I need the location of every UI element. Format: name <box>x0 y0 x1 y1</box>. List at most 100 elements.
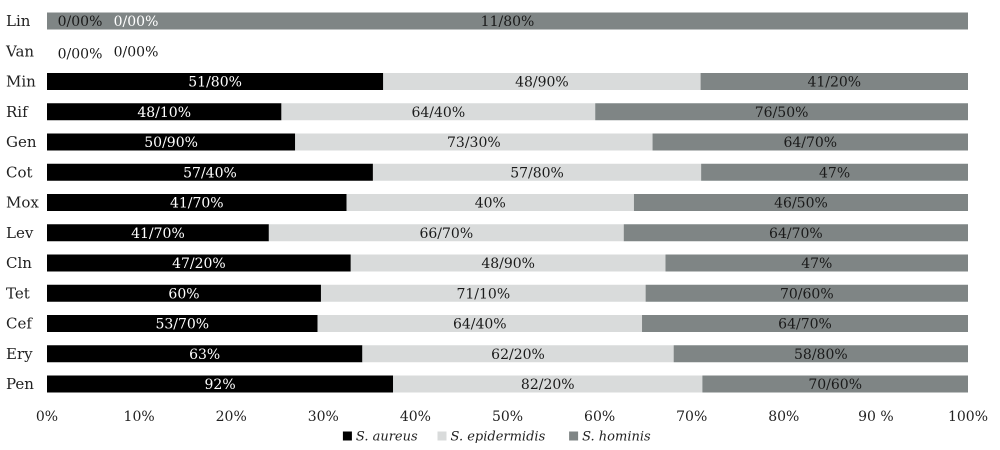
legend-label-s-aureus: S. aureus <box>356 430 418 445</box>
data-label-lev-s-aureus: 41/70% <box>131 226 185 242</box>
data-label-gen-s-aureus: 50/90% <box>144 135 198 151</box>
category-label-van: Van <box>5 42 34 60</box>
data-label-lev-s-hominis: 64/70% <box>769 226 823 242</box>
data-label-cef-s-aureus: 53/70% <box>155 317 209 333</box>
category-label-rif: Rif <box>6 103 29 121</box>
bar-lev-s-hominis <box>623 224 968 242</box>
data-label-rif-s-epidermidis: 64/40% <box>411 105 465 121</box>
bar-tet-s-hominis <box>645 284 968 302</box>
data-label-ery-s-aureus: 63% <box>189 347 220 363</box>
bar-min-s-aureus <box>47 73 384 90</box>
legend: S. aureus S. epidermidis S. hominis <box>342 430 651 445</box>
category-label-min: Min <box>6 73 36 91</box>
bar-mox-s-epidermidis <box>346 194 634 211</box>
legend-swatch-s-hominis <box>569 431 579 441</box>
data-label-mox-s-aureus: 41/70% <box>170 196 224 212</box>
bar-cef-s-aureus <box>47 315 318 332</box>
bar-cef-s-epidermidis <box>317 315 643 332</box>
data-label-cln-s-epidermidis: 48/90% <box>481 256 535 272</box>
bar-rif-s-hominis <box>595 103 968 121</box>
bar-cln-s-epidermidis <box>350 254 666 272</box>
legend-label-s-epidermidis: S. epidermidis <box>451 430 546 445</box>
data-label-mox-s-epidermidis: 40% <box>475 196 506 212</box>
category-label-pen: Pen <box>6 375 34 393</box>
data-label-lin-s-hominis: 11/80% <box>481 14 535 30</box>
data-label-tet-s-epidermidis: 71/10% <box>456 286 510 302</box>
bar-cln-s-aureus <box>47 254 351 272</box>
bar-rif-s-aureus <box>47 103 282 121</box>
bar-rif-s-epidermidis <box>281 103 596 121</box>
x-tick-label: 70% <box>676 409 707 425</box>
category-label-cef: Cef <box>6 315 33 333</box>
data-label-gen-s-epidermidis: 73/30% <box>447 135 501 151</box>
bar-lev-s-aureus <box>47 224 269 242</box>
bar-ery-s-hominis <box>673 345 968 363</box>
category-label-mox: Mox <box>6 194 39 212</box>
bar-pen-s-aureus <box>47 375 394 393</box>
legend-swatch-s-epidermidis <box>437 431 447 441</box>
bar-tet-s-aureus <box>47 284 321 302</box>
data-label-cln-s-hominis: 47% <box>801 256 832 272</box>
data-label-pen-s-aureus: 92% <box>205 377 236 393</box>
legend-swatch-s-aureus <box>342 431 352 441</box>
data-label-cot-s-aureus: 57/40% <box>183 165 237 181</box>
data-label-tet-s-aureus: 60% <box>168 286 199 302</box>
bar-mox-s-hominis <box>633 194 968 211</box>
bar-cln-s-hominis <box>665 254 968 272</box>
legend-label-s-hominis: S. hominis <box>582 430 651 445</box>
bar-mox-s-aureus <box>47 194 347 211</box>
data-label-cef-s-hominis: 64/70% <box>778 317 832 333</box>
category-label-ery: Ery <box>6 345 33 363</box>
x-tick-label: 10% <box>124 409 155 425</box>
bar-pen-s-epidermidis <box>393 375 703 393</box>
data-label-cln-s-aureus: 47/20% <box>172 256 226 272</box>
data-label-van-s-aureus: 0/00% <box>58 46 103 62</box>
data-label-min-s-epidermidis: 48/90% <box>515 75 569 91</box>
bar-tet-s-epidermidis <box>320 284 646 302</box>
category-label-cln: Cln <box>6 254 32 272</box>
data-label-cot-s-hominis: 47% <box>819 165 850 181</box>
x-tick-label: 40% <box>400 409 431 425</box>
bar-min-s-hominis <box>700 73 968 90</box>
x-tick-label: 100% <box>948 409 988 425</box>
bar-cot-s-epidermidis <box>372 163 702 181</box>
bar-ery-s-epidermidis <box>362 345 674 363</box>
x-tick-label: 0% <box>36 409 58 425</box>
bar-lin-s-hominis <box>47 12 968 30</box>
x-tick-label: 60% <box>584 409 615 425</box>
data-label-lin-s-epidermidis: 0/00% <box>114 14 159 30</box>
category-label-tet: Tet <box>6 284 30 302</box>
data-label-pen-s-epidermidis: 82/20% <box>521 377 575 393</box>
data-label-ery-s-hominis: 58/80% <box>794 347 848 363</box>
bar-cef-s-hominis <box>642 315 968 332</box>
data-label-lin-s-aureus: 0/00% <box>58 14 103 30</box>
bars-layer <box>47 12 968 393</box>
data-label-min-s-aureus: 51/80% <box>188 75 242 91</box>
data-label-min-s-hominis: 41/20% <box>807 75 861 91</box>
data-label-mox-s-hominis: 46/50% <box>774 196 828 212</box>
bar-ery-s-aureus <box>47 345 363 363</box>
x-tick-label: 50% <box>492 409 523 425</box>
data-label-pen-s-hominis: 70/60% <box>808 377 862 393</box>
bar-gen-s-hominis <box>652 133 968 151</box>
category-label-cot: Cot <box>6 163 33 181</box>
bar-labels-layer: 0/00% 0/00% 11/80% 0/00% 0/00% 51/80% 48/90% 41… <box>58 14 862 393</box>
bar-cot-s-hominis <box>701 163 968 181</box>
bar-cot-s-aureus <box>47 163 373 181</box>
category-label-gen: Gen <box>6 133 37 151</box>
data-label-rif-s-hominis: 76/50% <box>755 105 809 121</box>
bar-min-s-epidermidis <box>383 73 701 90</box>
bar-gen-s-epidermidis <box>295 133 653 151</box>
bar-pen-s-hominis <box>702 375 968 393</box>
data-label-gen-s-hominis: 64/70% <box>783 135 837 151</box>
data-label-rif-s-aureus: 48/10% <box>137 105 191 121</box>
category-labels: Lin Van Min Rif Gen Cot Mox Lev Cln Tet Cef Ery Pen <box>5 12 39 393</box>
data-label-lev-s-epidermidis: 66/70% <box>419 226 473 242</box>
data-label-cot-s-epidermidis: 57/80% <box>510 165 564 181</box>
x-axis-ticks: 0% 10% 20% 30% 40% 50% 60% 70% 80% 90 % 100% <box>36 409 988 425</box>
x-tick-label: 80% <box>768 409 799 425</box>
category-label-lev: Lev <box>6 224 34 242</box>
data-label-ery-s-epidermidis: 62/20% <box>491 347 545 363</box>
